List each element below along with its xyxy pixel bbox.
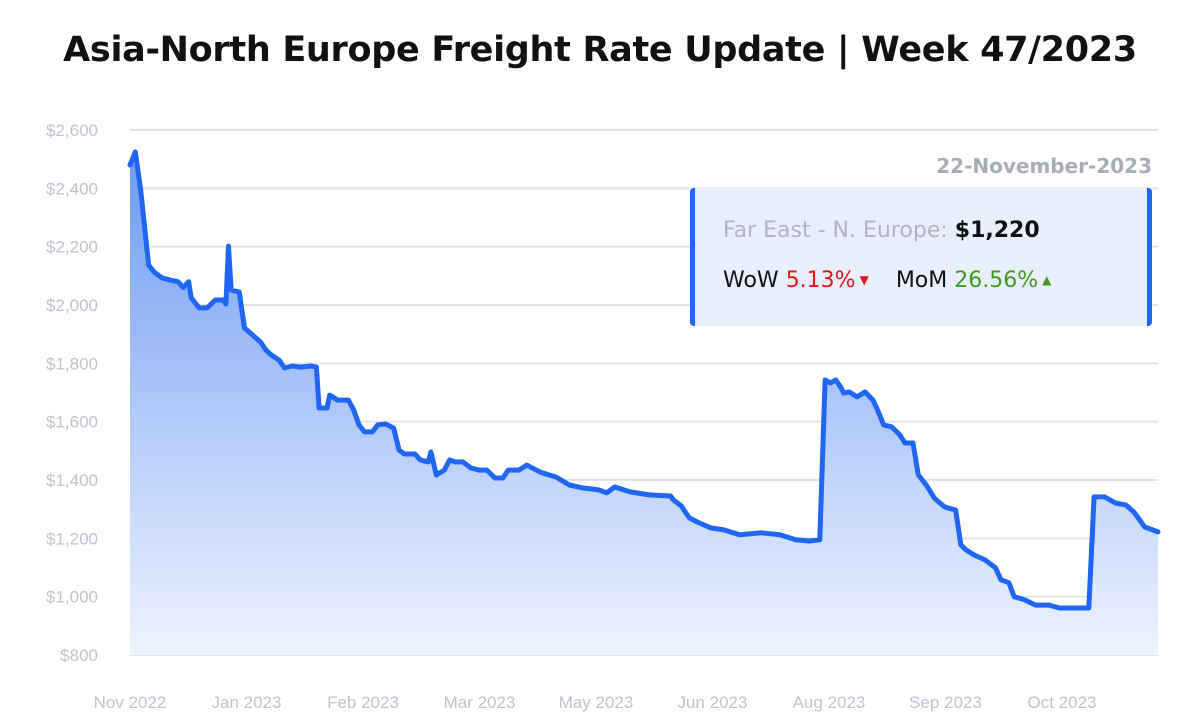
y-tick-label: $2,200 — [46, 238, 98, 257]
mom-value: 26.56% — [954, 268, 1039, 293]
x-tick-label: Jan 2023 — [212, 693, 282, 712]
y-tick-label: $2,600 — [46, 121, 98, 140]
wow-value: 5.13% — [785, 268, 856, 293]
data-points — [129, 151, 1159, 609]
page-title: Asia-North Europe Freight Rate Update | … — [63, 30, 1137, 70]
x-tick-label: Aug 2023 — [793, 693, 866, 712]
route-rate-row: Far East - N. Europe: $1,220 — [723, 218, 1040, 243]
rate-summary-box: Far East - N. Europe: $1,220 WoW 5.13% ▼ … — [690, 188, 1152, 326]
area-fill — [130, 151, 1158, 655]
wow-label: WoW — [723, 268, 779, 293]
y-axis-ticks: $800 $1,000 $1,200 $1,400 $1,600 $1,800 $2,000… — [46, 121, 98, 665]
y-tick-label: $1,600 — [46, 413, 98, 432]
y-tick-label: $1,000 — [46, 588, 98, 607]
x-tick-label: May 2023 — [559, 693, 634, 712]
x-axis-ticks: Nov 2022 Jan 2023 Feb 2023 Mar 2023 May 2023… — [94, 693, 1097, 712]
triangle-down-icon: ▼ — [859, 273, 869, 287]
change-row: WoW 5.13% ▼ MoM 26.56% ▲ — [723, 268, 1071, 293]
route-label: Far East - N. Europe: — [723, 218, 948, 243]
x-tick-label: Jun 2023 — [678, 693, 748, 712]
report-date: 22-November-2023 — [936, 154, 1152, 178]
route-value: $1,220 — [954, 218, 1040, 243]
x-tick-label: Nov 2022 — [94, 693, 167, 712]
triangle-up-icon: ▲ — [1042, 273, 1052, 287]
x-tick-label: Mar 2023 — [444, 693, 516, 712]
y-tick-label: $1,400 — [46, 471, 98, 490]
x-tick-label: Feb 2023 — [327, 693, 399, 712]
y-tick-label: $2,400 — [46, 179, 98, 198]
x-tick-label: Oct 2023 — [1028, 693, 1097, 712]
mom-label: MoM — [895, 268, 948, 293]
x-tick-label: Sep 2023 — [909, 693, 982, 712]
y-tick-label: $1,200 — [46, 529, 98, 548]
y-tick-label: $800 — [60, 646, 98, 665]
y-tick-label: $2,000 — [46, 296, 98, 315]
y-tick-label: $1,800 — [46, 354, 98, 373]
